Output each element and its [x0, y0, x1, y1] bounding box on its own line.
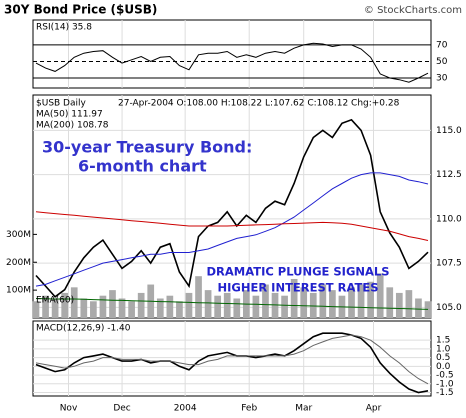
annotation: 30-year Treasury Bond:: [42, 138, 252, 157]
legend-label: MACD(12,26,9) -1.40: [36, 324, 131, 334]
x-tick-label: Apr: [366, 404, 382, 414]
y-tick-label: 0.0: [436, 362, 451, 372]
series-line: [35, 211, 429, 241]
volume-bar: [176, 301, 183, 318]
volume-bar: [281, 295, 288, 318]
volume-bar: [195, 276, 202, 318]
volume-bar: [405, 290, 413, 318]
volume-bar: [348, 287, 355, 318]
annotation: 6-month chart: [78, 157, 207, 176]
volume-bar: [90, 301, 97, 318]
y-tick-label: 1.0: [436, 344, 451, 354]
y-tick-label: 70: [436, 40, 448, 50]
volume-bar: [262, 284, 269, 318]
volume-bar: [118, 298, 126, 318]
volume-bar: [395, 292, 403, 318]
volume-bar: [309, 292, 317, 318]
volume-bar: [329, 290, 336, 318]
y-tick-label: 107.5: [436, 259, 462, 269]
legend-label: EMA(60): [36, 296, 74, 306]
volume-bar: [233, 298, 241, 318]
volume-bar: [367, 281, 374, 318]
legend-label: MA(50) 111.97: [36, 110, 103, 120]
volume-bar: [271, 292, 279, 318]
volume-bar: [137, 292, 145, 318]
legend-label: $USB Daily: [36, 99, 87, 109]
series-line: [35, 172, 429, 287]
y-tick-label: 105.0: [436, 303, 462, 313]
volume-bar: [290, 278, 298, 318]
volume-bar: [166, 295, 174, 318]
y-tick-label: -0.5: [436, 371, 454, 381]
volume-bar: [424, 301, 432, 318]
y-tick-label: 0.5: [436, 353, 450, 363]
chart-title: 30Y Bond Price ($USB): [4, 3, 157, 17]
volume-bar: [70, 287, 78, 318]
y-tick-label: 1.5: [436, 336, 450, 346]
volume-bar: [223, 292, 231, 318]
y-tick-label: 50: [436, 57, 448, 67]
credit: © StockCharts.com: [364, 5, 462, 16]
volume-bar: [319, 284, 327, 318]
x-tick-label: Mar: [295, 404, 312, 414]
volume-bar: [376, 273, 384, 318]
volume-bar: [185, 292, 193, 318]
series-line: [35, 118, 429, 298]
volume-bar: [61, 292, 69, 318]
volume-bar: [156, 298, 164, 318]
volume-bar: [214, 295, 222, 318]
volume-bar: [80, 298, 88, 318]
x-tick-label: 2004: [174, 404, 197, 414]
legend-label: RSI(14) 35.8: [36, 23, 92, 33]
y-tick-label: 115.0: [436, 126, 462, 136]
y2-tick-label: 100M: [6, 286, 31, 296]
volume-bar: [252, 295, 260, 318]
volume-bar: [42, 295, 49, 318]
series-line: [35, 298, 429, 310]
volume-bar: [128, 301, 135, 318]
volume-bar: [300, 287, 308, 318]
y-tick-label: -1.5: [436, 388, 454, 398]
legend-label: MA(200) 108.78: [36, 121, 109, 131]
volume-bar: [204, 290, 212, 318]
volume-bar: [32, 301, 40, 318]
subtitle: 27-Apr-2004 O:108.00 H:108.22 L:107.62 C…: [118, 99, 400, 109]
annotation: HIGHER INTEREST RATES: [218, 281, 379, 295]
y-tick-label: -1.0: [436, 379, 454, 389]
x-tick-label: Feb: [241, 404, 257, 414]
volume-bar: [109, 290, 116, 318]
series-line: [35, 332, 429, 394]
volume-bar: [99, 295, 107, 318]
y-tick-label: 30: [436, 74, 448, 84]
annotation: DRAMATIC PLUNGE SIGNALS: [206, 265, 389, 279]
volume-bar: [357, 284, 365, 318]
x-tick-label: Nov: [60, 404, 78, 414]
panel: [32, 94, 432, 319]
y-tick-label: 112.5: [436, 170, 462, 180]
y2-tick-label: 300M: [6, 230, 31, 240]
y2-tick-label: 200M: [6, 258, 31, 268]
series-line: [35, 334, 429, 385]
x-tick-label: Dec: [113, 404, 130, 414]
y-tick-label: 110.0: [436, 214, 462, 224]
volume-bar: [415, 298, 422, 318]
volume-bar: [386, 287, 394, 318]
volume-bar: [51, 298, 59, 318]
series-line: [35, 42, 429, 83]
